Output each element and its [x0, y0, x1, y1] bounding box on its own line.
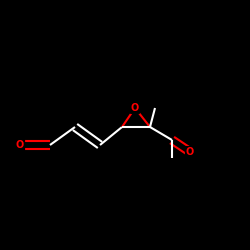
- Text: O: O: [186, 147, 194, 157]
- Text: O: O: [16, 140, 24, 150]
- Text: O: O: [131, 103, 139, 113]
